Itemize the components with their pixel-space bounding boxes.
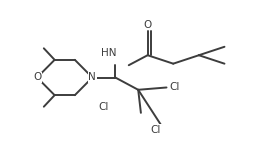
Text: O: O [33,73,41,82]
Text: HN: HN [101,48,116,58]
Text: N: N [89,73,96,82]
Text: Cl: Cl [98,102,108,112]
Text: O: O [144,20,152,29]
Text: Cl: Cl [169,82,180,92]
Text: Cl: Cl [150,125,161,135]
